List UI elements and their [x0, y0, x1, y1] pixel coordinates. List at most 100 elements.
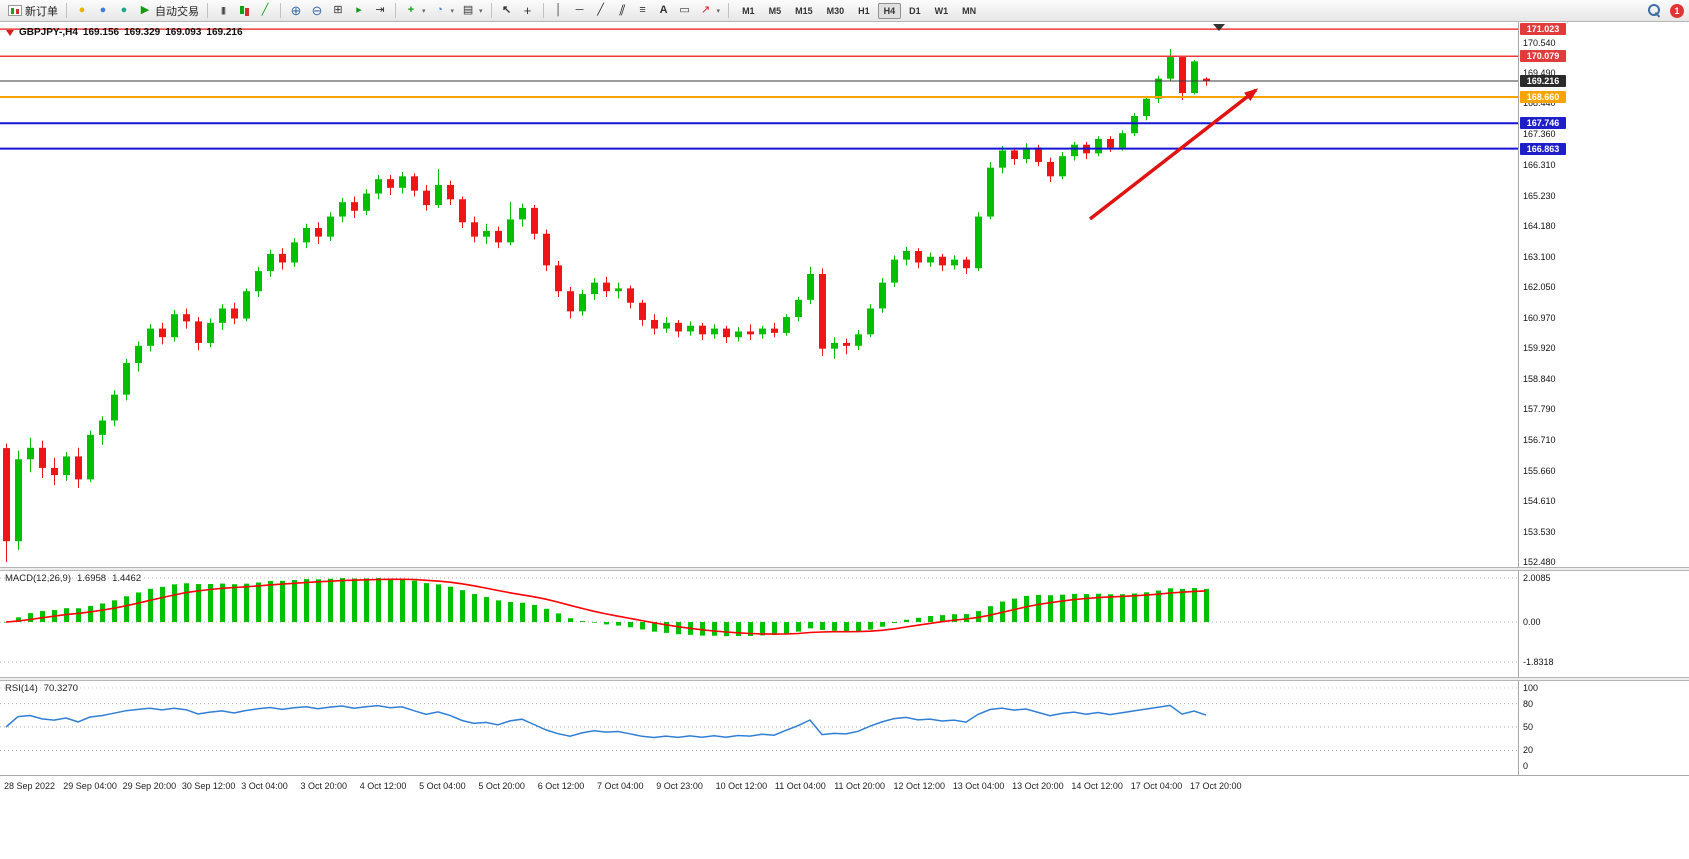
macd-bar [460, 590, 465, 622]
zoom-out-button[interactable]: ⊖ [307, 1, 327, 21]
macd-bar [700, 622, 705, 636]
macd-bar [676, 622, 681, 635]
candle-body [87, 434, 94, 480]
text-icon: A [659, 4, 668, 16]
macd-bar [220, 583, 225, 622]
templates-button[interactable]: ▤ ▾ [458, 1, 486, 21]
macd-scale-label: -1.8318 [1523, 657, 1554, 668]
timeframe-mn-button[interactable]: MN [962, 5, 977, 16]
macd-bar [160, 586, 165, 622]
rsi-canvas[interactable] [0, 681, 1518, 775]
time-axis[interactable]: 28 Sep 2022 29 Sep 04:00 29 Sep 20:00 30 Se… [0, 775, 1689, 797]
price-axis[interactable]: 170.540 169.490 168.440 167.360 166.310 165.2… [1518, 22, 1689, 775]
trend-arrow[interactable] [1088, 88, 1259, 221]
macd-bar [1048, 595, 1053, 622]
crosshair-button[interactable]: + [518, 1, 538, 21]
timeframe-m15-button[interactable]: M15 [795, 5, 813, 16]
macd-bar [292, 580, 297, 622]
bars-chart-button[interactable]: ||| [213, 1, 233, 21]
timeframe-w1-button[interactable]: W1 [934, 5, 949, 16]
trendline-button[interactable]: ╱ [591, 1, 611, 21]
time-axis-label: 5 Oct 04:00 [419, 781, 466, 791]
chart-shift-button[interactable]: ⇥ [370, 1, 390, 21]
auto-scroll-icon: ▸ [356, 4, 362, 16]
candle-body [1191, 61, 1198, 93]
timeframe-d1-button[interactable]: D1 [909, 5, 921, 16]
candle-body [627, 288, 634, 303]
macd-bar [424, 583, 429, 622]
options-button[interactable]: ● [93, 1, 113, 21]
search-button[interactable] [1644, 1, 1665, 21]
price-axis-label: 168.440 [1523, 98, 1556, 109]
candle-body [507, 219, 514, 243]
indicators-button[interactable]: + ▾ [401, 1, 429, 21]
autotrading-label: 自动交易 [155, 5, 199, 18]
timeframe-m1-button[interactable]: M1 [742, 5, 755, 16]
periods-button[interactable]: ◔ ▾ [430, 1, 458, 21]
cursor-button[interactable]: ↖ [497, 1, 517, 21]
expert-advisors-button[interactable]: ● [72, 1, 92, 21]
community-button[interactable]: ● [114, 1, 134, 21]
panel-splitter[interactable] [0, 677, 1689, 681]
candle-body [1011, 150, 1018, 160]
tile-windows-icon: ⊞ [333, 4, 343, 16]
candle-body [339, 202, 346, 217]
vertical-line-icon: │ [555, 4, 562, 16]
price-axis-label: 154.610 [1523, 495, 1556, 506]
timeframe-m30-button[interactable]: M30 [826, 5, 845, 16]
chart-close-value: 169.216 [206, 27, 243, 38]
autotrading-button[interactable]: ▶ 自动交易 [135, 1, 202, 21]
auto-scroll-button[interactable]: ▸ [349, 1, 369, 21]
macd-bar [100, 603, 105, 622]
timeframe-m5-button[interactable]: M5 [768, 5, 782, 16]
candle-body [975, 216, 982, 269]
toolbar-separator [490, 3, 492, 18]
price-chart-canvas[interactable] [0, 22, 1518, 567]
candle-body [987, 167, 994, 217]
macd-bar [316, 579, 321, 622]
vertical-line-button[interactable]: │ [549, 1, 569, 21]
arrows-button[interactable]: ↗ ▾ [696, 1, 724, 21]
candle-body [939, 256, 946, 266]
candle-body [543, 233, 550, 266]
candlestick-chart-button[interactable] [234, 1, 254, 21]
candle-body [1047, 161, 1054, 177]
time-axis-label: 13 Oct 20:00 [1012, 781, 1064, 791]
text-label-button[interactable]: ▭ [675, 1, 695, 21]
text-button[interactable]: A [654, 1, 674, 21]
macd-bar [1036, 594, 1041, 622]
macd-canvas[interactable] [0, 571, 1518, 677]
candle-body [1071, 144, 1078, 157]
timeframe-h1-button[interactable]: H1 [858, 5, 870, 16]
candle-body [447, 184, 454, 200]
chart-symbol-period: GBPJPY-,H4 [19, 27, 78, 38]
candle-body [663, 322, 670, 329]
candle-body [51, 467, 58, 476]
equidistant-channel-button[interactable]: ∥ [612, 1, 632, 21]
zoom-in-button[interactable]: ⊕ [286, 1, 306, 21]
macd-bar [280, 580, 285, 622]
line-chart-button[interactable]: ╱ [255, 1, 275, 21]
macd-bar [16, 617, 21, 622]
fibonacci-button[interactable]: ≡ [633, 1, 653, 21]
price-axis-label: 163.100 [1523, 251, 1556, 262]
macd-bar [736, 622, 741, 637]
macd-bar [904, 619, 909, 622]
candle-body [903, 251, 910, 260]
chart-shift-marker[interactable] [1213, 24, 1225, 31]
price-axis-label: 164.180 [1523, 220, 1556, 231]
new-order-button[interactable]: 新订单 [5, 1, 61, 21]
candle-body [459, 199, 466, 223]
panel-splitter[interactable] [0, 567, 1689, 571]
horizontal-line-button[interactable]: ─ [570, 1, 590, 21]
tile-windows-button[interactable]: ⊞ [328, 1, 348, 21]
timeframe-h4-button[interactable]: H4 [877, 2, 902, 19]
macd-bar [1108, 594, 1113, 622]
chart-open-value: 169.156 [82, 27, 120, 38]
macd-scale-label: 0.00 [1523, 617, 1541, 627]
notification-badge[interactable]: 1 [1670, 3, 1684, 18]
candle-body [819, 273, 826, 349]
toolbar-separator [207, 3, 208, 18]
candle-body [243, 291, 250, 319]
macd-bar [940, 615, 945, 622]
